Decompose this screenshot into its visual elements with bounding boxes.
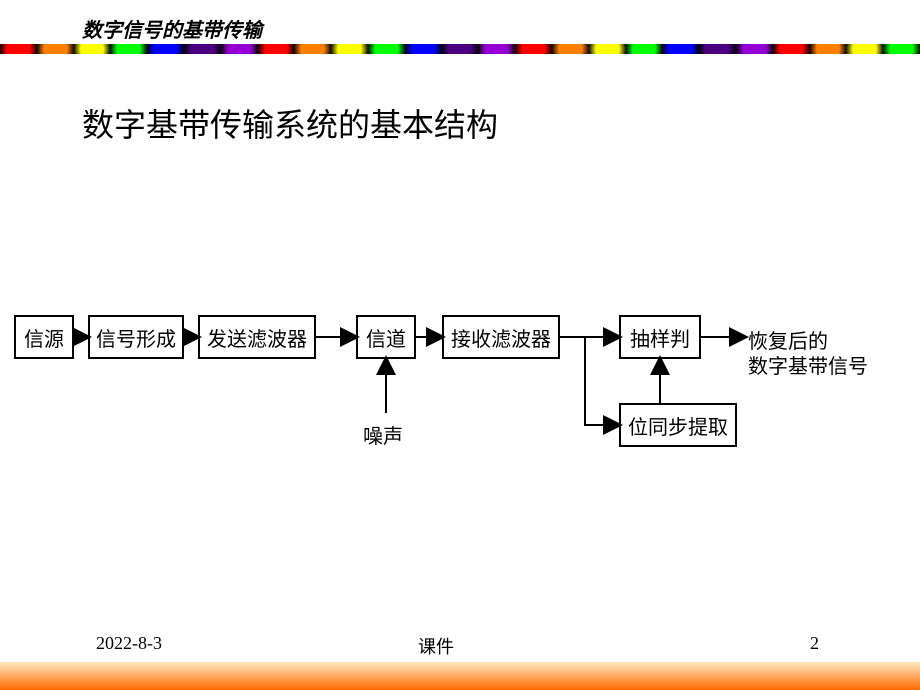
flowchart-node-rxfilt: 接收滤波器 bbox=[442, 315, 560, 359]
flowchart-node-sync: 位同步提取 bbox=[619, 403, 737, 447]
flowchart-node-source: 信源 bbox=[14, 315, 74, 359]
footer-center-label: 课件 bbox=[418, 633, 454, 659]
footer-date: 2022-8-3 bbox=[96, 633, 162, 654]
footer-page-number: 2 bbox=[810, 633, 819, 654]
flowchart-node-shape: 信号形成 bbox=[88, 315, 184, 359]
footer-gradient bbox=[0, 662, 920, 690]
flowchart-diagram: 信源信号形成发送滤波器信道接收滤波器抽样判位同步提取噪声恢复后的数字基带信号 bbox=[0, 0, 920, 690]
flowchart-node-txfilt: 发送滤波器 bbox=[198, 315, 316, 359]
flowchart-node-samp: 抽样判 bbox=[619, 315, 701, 359]
flowchart-label-noise: 噪声 bbox=[363, 420, 403, 449]
flowchart-label-output2: 数字基带信号 bbox=[748, 350, 868, 379]
flowchart-node-chan: 信道 bbox=[356, 315, 416, 359]
